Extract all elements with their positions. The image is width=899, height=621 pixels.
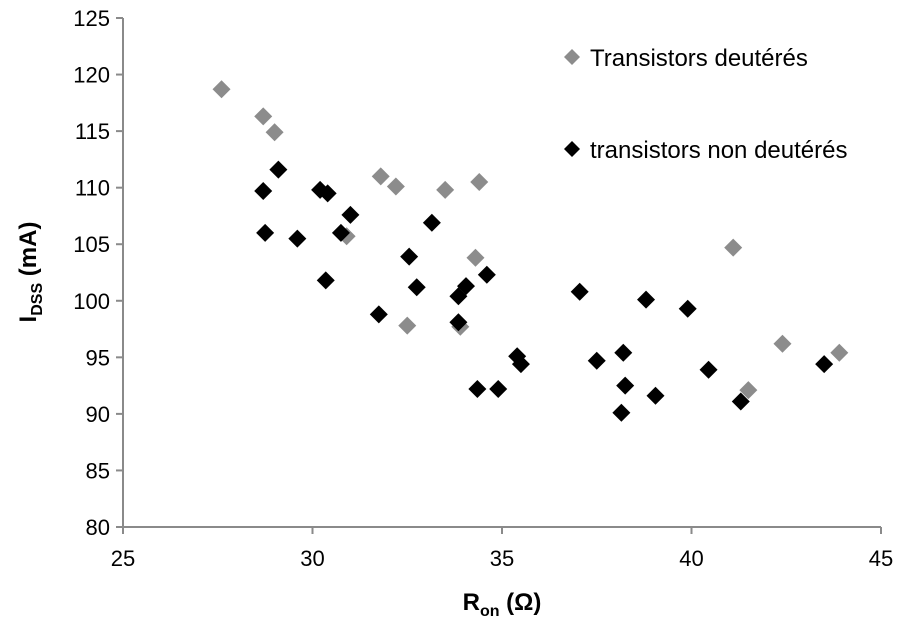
x-axis-title-unit: (Ω) <box>499 589 541 616</box>
data-point-non-deuterated <box>731 392 750 411</box>
data-point-non-deuterated <box>269 160 288 179</box>
data-point-deuterated <box>724 238 743 257</box>
y-tick-label: 125 <box>73 6 110 31</box>
legend-label-non-deuterated: transistors non deutérés <box>590 137 847 164</box>
data-point-non-deuterated <box>699 360 718 379</box>
y-tick-label: 95 <box>86 345 110 370</box>
legend: Transistors deutérés transistors non deu… <box>564 45 847 164</box>
data-point-non-deuterated <box>612 403 631 422</box>
y-axis-title-subscript: DSS <box>29 283 46 316</box>
y-tick-label: 110 <box>75 176 110 201</box>
data-point-non-deuterated <box>511 355 530 374</box>
y-tick-label: 100 <box>73 289 110 314</box>
data-point-deuterated <box>398 316 417 335</box>
data-point-non-deuterated <box>616 376 635 395</box>
y-tick-label: 80 <box>86 515 110 540</box>
data-point-non-deuterated <box>489 380 508 399</box>
data-point-non-deuterated <box>254 182 273 201</box>
data-point-non-deuterated <box>256 223 275 242</box>
data-point-non-deuterated <box>449 313 468 332</box>
data-point-deuterated <box>212 80 231 99</box>
data-point-deuterated <box>830 343 849 362</box>
data-points <box>212 80 849 422</box>
data-point-deuterated <box>436 180 455 199</box>
data-point-non-deuterated <box>456 277 475 296</box>
data-point-non-deuterated <box>468 380 487 399</box>
y-axis-ticks: 80 85 90 95 100 105 110 115 120 125 <box>73 6 123 540</box>
legend-label-deuterated: Transistors deutérés <box>590 45 808 72</box>
y-tick-label: 115 <box>75 119 110 144</box>
data-point-non-deuterated <box>422 213 441 232</box>
y-axis-title-main: I <box>15 316 42 323</box>
x-axis-title: Ron (Ω) <box>463 589 542 620</box>
data-point-non-deuterated <box>646 386 665 405</box>
y-tick-label: 85 <box>86 458 110 483</box>
legend-item-deuterated: Transistors deutérés <box>564 45 808 72</box>
data-point-non-deuterated <box>570 282 589 301</box>
y-axis-title-unit: (mA) <box>15 222 42 283</box>
data-point-non-deuterated <box>587 351 606 370</box>
x-tick-label: 35 <box>490 546 514 571</box>
data-point-non-deuterated <box>815 355 834 374</box>
legend-marker-non-deuterated <box>564 141 580 157</box>
data-point-non-deuterated <box>614 343 633 362</box>
data-point-non-deuterated <box>369 305 388 324</box>
data-point-non-deuterated <box>637 290 656 309</box>
data-point-deuterated <box>466 248 485 267</box>
x-axis-title-main: R <box>463 589 480 616</box>
x-tick-label: 40 <box>679 546 703 571</box>
data-point-deuterated <box>773 334 792 353</box>
data-point-deuterated <box>254 107 273 126</box>
x-tick-label: 25 <box>111 546 135 571</box>
data-point-deuterated <box>371 167 390 186</box>
data-point-non-deuterated <box>331 223 350 242</box>
data-point-non-deuterated <box>316 271 335 290</box>
x-tick-label: 30 <box>300 546 324 571</box>
data-point-deuterated <box>470 173 489 192</box>
data-point-non-deuterated <box>341 205 360 224</box>
data-point-non-deuterated <box>288 229 307 248</box>
x-axis-title-subscript: on <box>480 603 500 620</box>
data-point-non-deuterated <box>400 247 419 266</box>
data-point-non-deuterated <box>407 278 426 297</box>
data-point-non-deuterated <box>318 184 337 203</box>
x-tick-label: 45 <box>869 546 893 571</box>
x-axis-ticks: 25 30 35 40 45 <box>111 527 893 571</box>
data-point-deuterated <box>386 177 405 196</box>
y-tick-label: 120 <box>73 63 110 88</box>
y-tick-label: 105 <box>73 232 110 257</box>
data-point-non-deuterated <box>678 299 697 318</box>
legend-item-non-deuterated: transistors non deutérés <box>564 137 847 164</box>
data-point-deuterated <box>265 123 284 142</box>
axes <box>122 18 881 528</box>
data-point-non-deuterated <box>477 265 496 284</box>
y-axis-title: IDSS (mA) <box>15 222 46 323</box>
legend-marker-deuterated <box>564 49 580 65</box>
y-tick-label: 90 <box>86 402 110 427</box>
data-point-deuterated <box>739 381 758 400</box>
